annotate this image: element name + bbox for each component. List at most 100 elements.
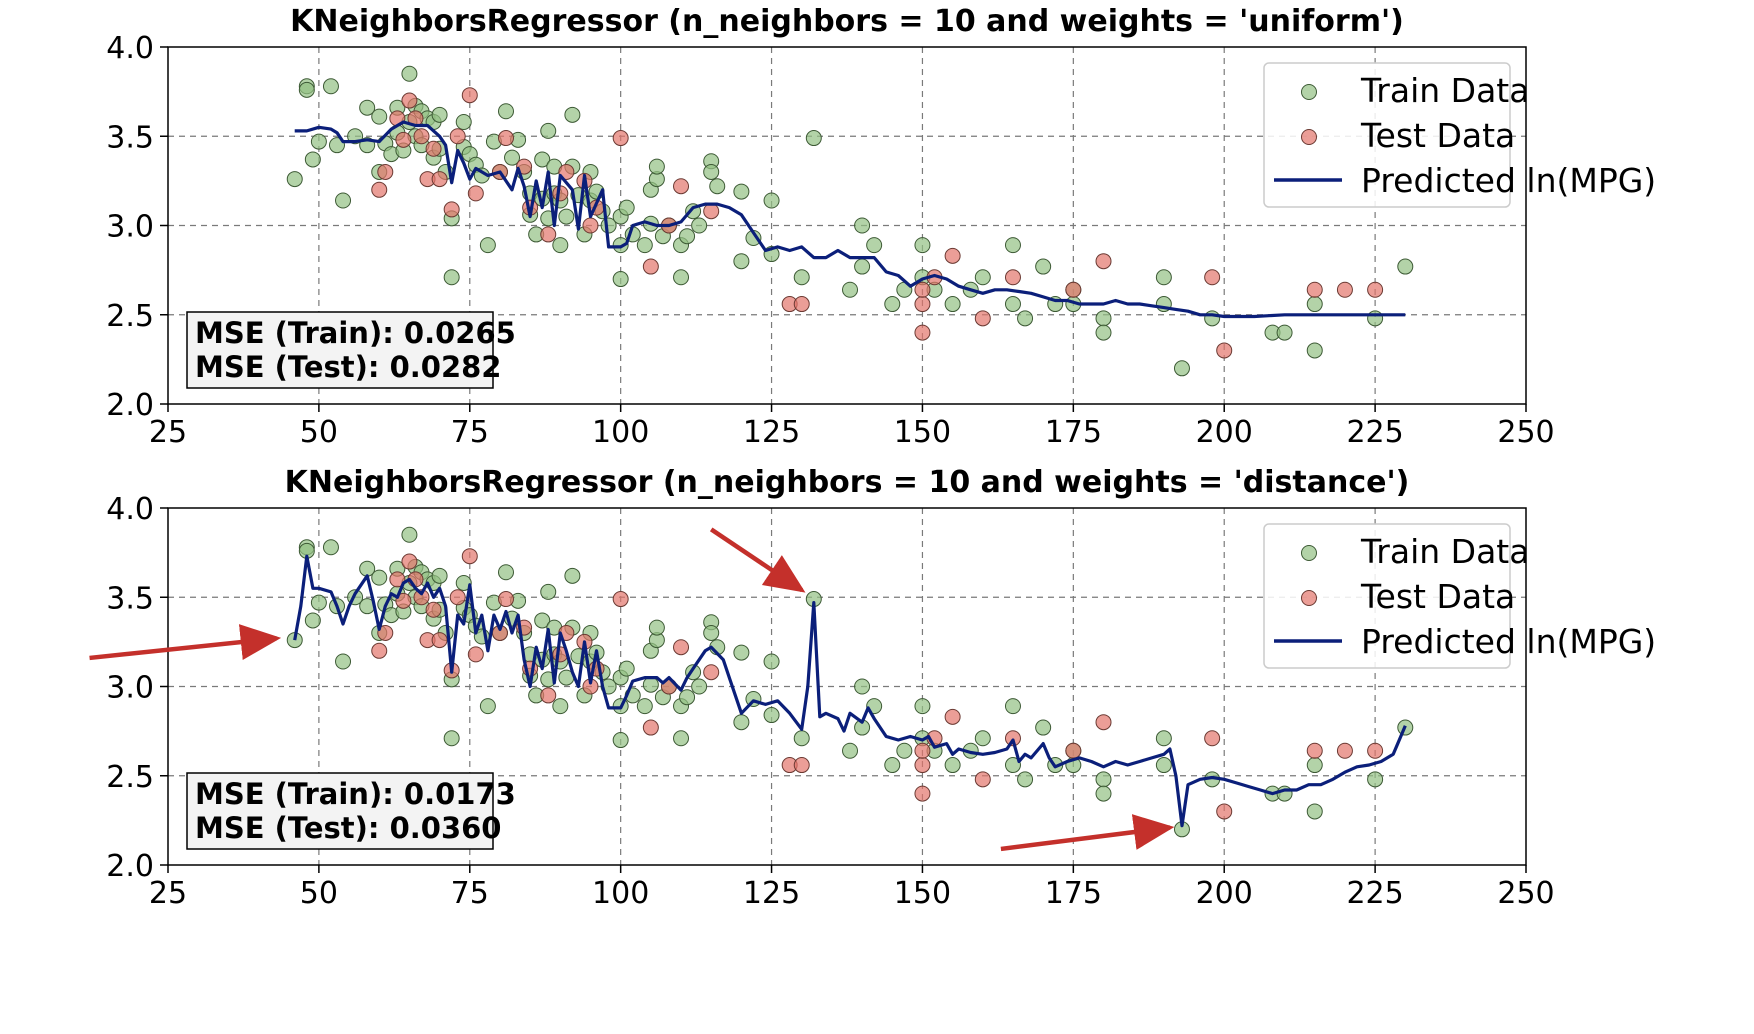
train-point — [479, 237, 496, 254]
train-point — [854, 258, 871, 275]
train-point — [854, 217, 871, 234]
legend-box — [1263, 62, 1511, 208]
test-point — [944, 247, 961, 264]
x-tick-label: 150 — [894, 415, 951, 450]
test-point — [431, 171, 448, 188]
legend-test-marker — [1301, 129, 1317, 145]
train-point — [679, 228, 696, 245]
train-point — [371, 569, 388, 586]
train-point — [636, 237, 653, 254]
train-point — [691, 217, 708, 234]
test-point — [1095, 253, 1112, 270]
test-point — [413, 128, 430, 145]
test-points — [371, 87, 1384, 359]
train-point — [1306, 296, 1323, 313]
train-point — [648, 158, 665, 175]
train-point — [793, 730, 810, 747]
train-point — [558, 208, 575, 225]
train-point — [401, 526, 418, 543]
legend-test-marker — [1301, 590, 1317, 606]
train-point — [1095, 310, 1112, 327]
train-point — [636, 698, 653, 715]
y-tick-label: 4.0 — [106, 492, 154, 527]
y-tick-label: 2.0 — [106, 388, 154, 423]
x-tick-label: 50 — [300, 415, 338, 450]
x-tick-label: 25 — [149, 876, 187, 911]
test-point — [914, 785, 931, 802]
test-point — [914, 281, 931, 298]
test-point — [1216, 803, 1233, 820]
mse-train-label: MSE (Train): 0.0265 — [195, 316, 516, 350]
test-point — [793, 757, 810, 774]
train-point — [612, 271, 629, 288]
train-point — [884, 757, 901, 774]
train-point — [1155, 757, 1172, 774]
annotation-arrow — [89, 624, 282, 661]
train-point — [974, 730, 991, 747]
train-point — [896, 742, 913, 759]
train-point — [1035, 719, 1052, 736]
train-point — [673, 730, 690, 747]
test-point — [497, 130, 514, 147]
test-point — [914, 742, 931, 759]
test-point — [1204, 269, 1221, 286]
train-point — [1017, 310, 1034, 327]
train-point — [1004, 757, 1021, 774]
train-point — [642, 676, 659, 693]
train-point — [1367, 310, 1384, 327]
test-point — [449, 589, 466, 606]
train-point — [805, 130, 822, 147]
test-point — [1204, 730, 1221, 747]
train-point — [322, 539, 339, 556]
legend-label: Train Data — [1360, 71, 1529, 110]
predicted-line — [293, 554, 1407, 828]
train-point — [328, 137, 345, 154]
test-point — [497, 591, 514, 608]
train-point — [793, 269, 810, 286]
train-point — [552, 698, 569, 715]
test-point — [642, 258, 659, 275]
test-point — [395, 131, 412, 148]
test-point — [974, 310, 991, 327]
x-tick-label: 25 — [149, 415, 187, 450]
legend-box — [1263, 523, 1511, 669]
test-point — [703, 203, 720, 220]
test-point — [914, 757, 931, 774]
x-tick-label: 250 — [1497, 415, 1554, 450]
legend-train-marker — [1301, 545, 1317, 561]
train-point — [304, 612, 321, 629]
x-tick-label: 200 — [1196, 876, 1253, 911]
train-point — [1017, 771, 1034, 788]
train-point — [310, 594, 327, 611]
chart-panel-distance: KNeighborsRegressor (n_neighbors = 10 an… — [89, 465, 1656, 911]
train-point — [733, 644, 750, 661]
predicted-line — [294, 120, 1406, 319]
train-point — [1306, 757, 1323, 774]
train-point — [866, 237, 883, 254]
test-point — [944, 708, 961, 725]
mse-test-label: MSE (Test): 0.0360 — [195, 811, 501, 845]
test-point — [974, 771, 991, 788]
test-point — [582, 217, 599, 234]
legend-label: Train Data — [1360, 532, 1529, 571]
train-point — [1035, 258, 1052, 275]
mse-train-label: MSE (Train): 0.0173 — [195, 777, 516, 811]
test-point — [395, 592, 412, 609]
test-point — [1065, 281, 1082, 298]
x-tick-label: 200 — [1196, 415, 1253, 450]
train-point — [703, 624, 720, 641]
train-point — [618, 199, 635, 216]
y-tick-label: 2.5 — [106, 760, 154, 795]
train-point — [455, 574, 472, 591]
test-point — [401, 553, 418, 570]
y-tick-label: 2.0 — [106, 849, 154, 884]
train-point — [612, 732, 629, 749]
train-point — [763, 192, 780, 209]
test-point — [449, 128, 466, 145]
y-tick-label: 2.5 — [106, 299, 154, 334]
test-point — [413, 589, 430, 606]
train-point — [914, 698, 931, 715]
train-point — [497, 564, 514, 581]
train-point — [944, 757, 961, 774]
test-point — [914, 324, 931, 341]
